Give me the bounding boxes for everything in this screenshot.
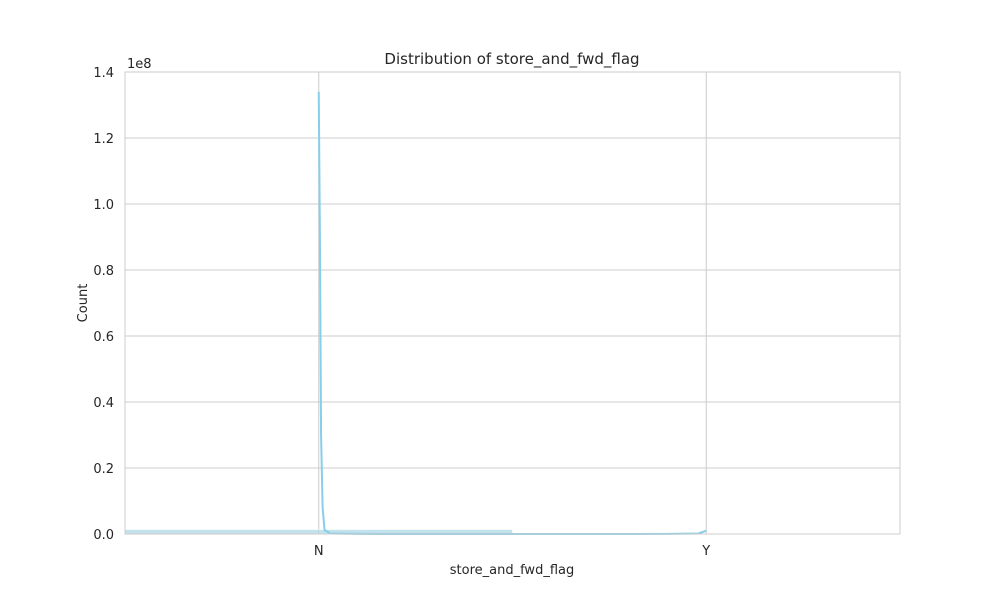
plot-frame — [124, 71, 901, 535]
y-tick-label: 0.4 — [93, 396, 114, 411]
y-tick-label: 1.0 — [93, 198, 114, 213]
y-tick-label: 0.8 — [93, 264, 114, 279]
y-offset-label: 1e8 — [127, 57, 152, 72]
y-tick-label: 0.0 — [93, 528, 114, 543]
y-ticks: 0.0 0.2 0.4 0.6 0.8 1.0 1.2 1.4 — [93, 66, 114, 543]
x-tick-label: N — [314, 544, 324, 559]
chart-title: Distribution of store_and_fwd_flag — [384, 50, 639, 69]
y-tick-label: 0.2 — [93, 462, 114, 477]
y-tick-label: 1.4 — [93, 66, 114, 81]
x-axis-title: store_and_fwd_flag — [450, 563, 574, 578]
y-tick-label: 0.6 — [93, 330, 114, 345]
y-tick-label: 1.2 — [93, 132, 114, 147]
y-axis-title: Count — [76, 284, 91, 323]
grid — [125, 71, 900, 535]
x-tick-label: Y — [701, 544, 710, 559]
